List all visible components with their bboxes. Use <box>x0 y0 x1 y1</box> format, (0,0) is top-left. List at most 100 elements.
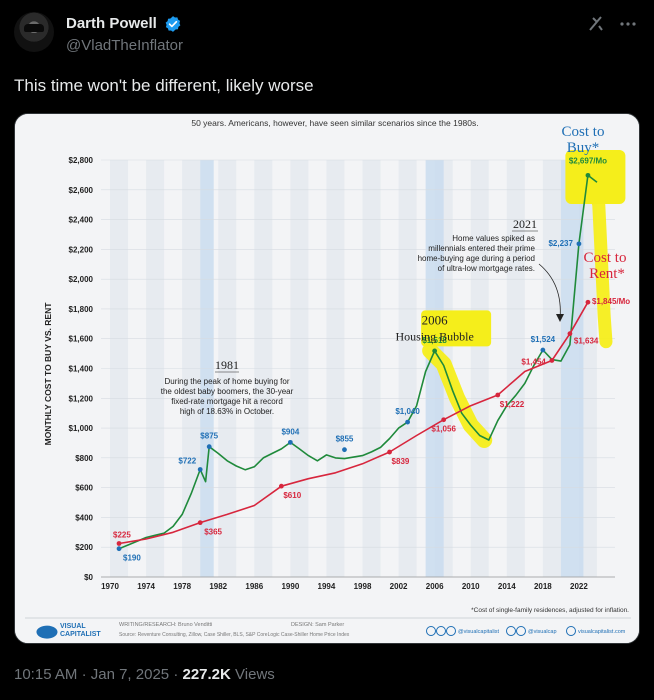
credit-writing: WRITING/RESEARCH: Bruno Venditti <box>119 622 212 628</box>
annotation-1981-text: the oldest baby boomers, the 30-year <box>161 387 294 396</box>
data-point <box>576 241 582 247</box>
x-tick-label: 1978 <box>173 582 191 591</box>
x-tick-label: 1986 <box>245 582 263 591</box>
data-point <box>441 417 447 423</box>
data-label: $1,040 <box>395 407 420 416</box>
brand-line-1: VISUAL <box>60 623 86 630</box>
meta-separator: · <box>81 666 87 683</box>
y-tick-label: $1,000 <box>69 424 94 433</box>
cost-to-buy-label-1: Cost to <box>562 124 605 140</box>
y-axis-title: MONTHLY COST TO BUY VS. RENT <box>43 302 53 446</box>
x-tick-label: 1982 <box>209 582 227 591</box>
x-tick-label: 2018 <box>534 582 552 591</box>
meta-separator: · <box>173 666 179 683</box>
y-tick-label: $800 <box>75 454 93 463</box>
y-tick-label: $400 <box>75 513 93 522</box>
data-point <box>197 467 203 472</box>
data-point <box>116 546 122 552</box>
y-tick-label: $1,200 <box>69 394 94 403</box>
annotation-2021-text: Home values spiked as <box>452 234 535 243</box>
social-links[interactable]: @visualcapitalist @visualcap visualcapit… <box>426 626 626 636</box>
data-point <box>549 358 555 363</box>
cost-to-rent-label-2: Rent* <box>589 266 625 282</box>
data-point <box>206 444 212 450</box>
visual-capitalist-logo: VISUAL CAPITALIST <box>36 623 101 639</box>
x-tick-label: 2022 <box>570 582 588 591</box>
post-meta: 10:15 AM · Jan 7, 2025 · 227.2K Views <box>14 666 275 683</box>
data-label: $1,056 <box>431 425 456 434</box>
data-label: $1,222 <box>500 400 525 409</box>
data-point <box>585 299 591 305</box>
more-icon[interactable] <box>618 14 638 34</box>
y-tick-label: $2,400 <box>69 216 94 225</box>
user-handle[interactable]: @VladTheInflator <box>66 37 183 54</box>
data-label: $1,524 <box>531 335 556 344</box>
y-tick-label: $2,600 <box>69 186 94 195</box>
annotation-1981-text: fixed-rate mortgage hit a record <box>171 397 283 406</box>
y-tick-label: $1,600 <box>69 335 94 344</box>
social-handle-1: @visualcapitalist <box>458 629 500 635</box>
credit-design: DESIGN: Sam Parker <box>291 622 344 628</box>
y-tick-label: $600 <box>75 484 93 493</box>
annotation-1981-text: high of 18.63% in October. <box>180 407 274 416</box>
data-label: $1,454 <box>521 357 546 366</box>
annotation-2021-text: millennials entered their prime <box>428 244 535 253</box>
avatar[interactable] <box>14 12 54 52</box>
annotation-2021-arrowhead <box>556 314 564 322</box>
y-tick-label: $2,000 <box>69 275 94 284</box>
post-date[interactable]: Jan 7, 2025 <box>90 666 170 683</box>
data-label: $1,845/Mo <box>592 297 630 306</box>
data-label: $2,237 <box>548 239 573 248</box>
infographic-image[interactable]: 50 years. Americans, however, have seen … <box>14 113 640 644</box>
data-label: $365 <box>204 528 222 537</box>
annotation-2006-year: 2006 <box>422 312 449 327</box>
data-point <box>342 447 347 453</box>
y-tick-label: $2,200 <box>69 245 94 254</box>
highlight-2006-label <box>421 310 492 347</box>
y-tick-label: $0 <box>84 573 93 582</box>
x-tick-label: 2014 <box>498 582 516 591</box>
data-label: $610 <box>283 491 301 500</box>
x-tick-label: 1994 <box>318 582 336 591</box>
verified-badge-icon <box>165 16 181 32</box>
data-point <box>197 520 203 526</box>
y-tick-label: $2,800 <box>69 156 94 165</box>
credit-source: Source: Reventure Consulting, Zillow, Ca… <box>119 632 350 638</box>
annotation-2021-text: home-buying age during a period <box>418 254 535 263</box>
brand-line-2: CAPITALIST <box>60 631 101 638</box>
grok-icon[interactable] <box>586 14 606 34</box>
y-tick-label: $1,800 <box>69 305 94 314</box>
data-label: $2,697/Mo <box>569 156 607 165</box>
x-tick-label: 1990 <box>281 582 299 591</box>
annotation-2021-year: 2021 <box>513 217 537 231</box>
data-point <box>278 483 284 489</box>
footnote: *Cost of single-family residences, adjus… <box>471 607 629 614</box>
data-point <box>567 331 573 337</box>
annotation-2021-text: of ultra-low mortgage rates. <box>438 264 535 273</box>
data-point <box>540 347 546 353</box>
cost-to-rent-label-1: Cost to <box>584 250 627 266</box>
views-label: Views <box>235 666 275 683</box>
x-tick-label: 2002 <box>390 582 408 591</box>
x-tick-label: 2006 <box>426 582 444 591</box>
display-name[interactable]: Darth Powell <box>66 15 157 32</box>
data-point <box>585 172 591 178</box>
top-caption: 50 years. Americans, however, have seen … <box>191 118 478 128</box>
annotation-1981-year: 1981 <box>215 358 239 372</box>
data-label: $855 <box>336 435 354 444</box>
x-tick-label: 1970 <box>101 582 119 591</box>
data-point <box>495 392 501 398</box>
data-label: $1,634 <box>574 337 599 346</box>
y-tick-label: $200 <box>75 543 93 552</box>
annotation-2006-label: Housing Bubble <box>395 329 473 343</box>
data-point <box>116 541 122 546</box>
data-label: $225 <box>113 530 131 539</box>
tweet-text: This time won't be different, likely wor… <box>14 76 314 95</box>
post-time[interactable]: 10:15 AM <box>14 666 78 683</box>
highlight-buy-label <box>565 150 626 204</box>
cost-to-buy-vs-rent-chart: 50 years. Americans, however, have seen … <box>15 114 639 643</box>
x-tick-label: 2010 <box>462 582 480 591</box>
social-handle-3: visualcapitalist.com <box>578 629 626 635</box>
data-label: $875 <box>200 432 218 441</box>
x-tick-label: 1998 <box>354 582 372 591</box>
